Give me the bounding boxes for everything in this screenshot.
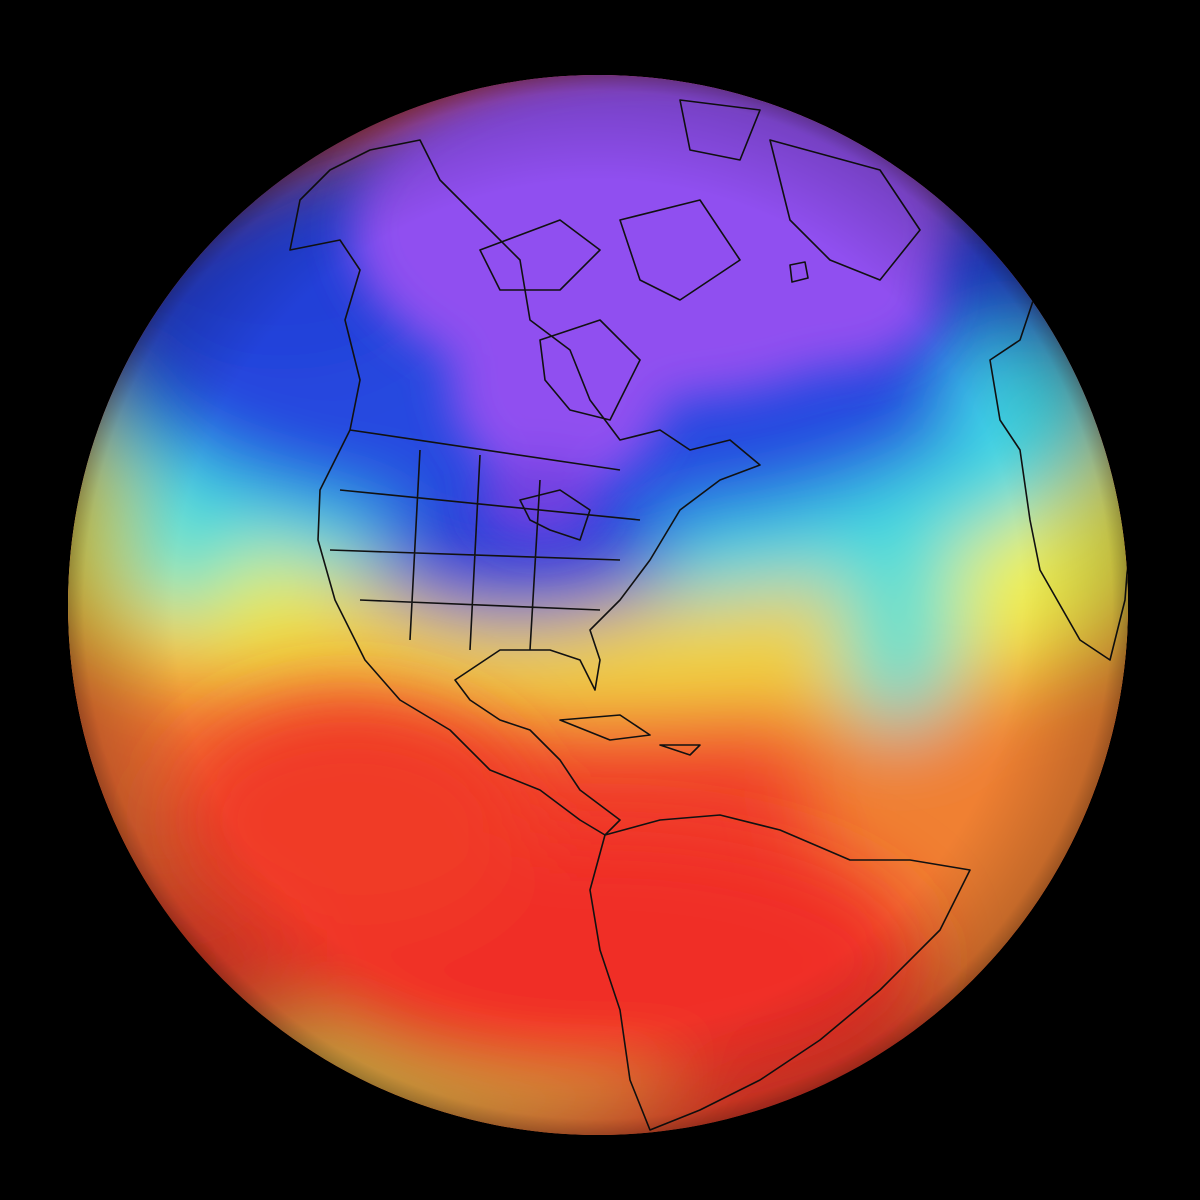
globe xyxy=(68,75,1128,1135)
limb-shading xyxy=(68,75,1128,1135)
